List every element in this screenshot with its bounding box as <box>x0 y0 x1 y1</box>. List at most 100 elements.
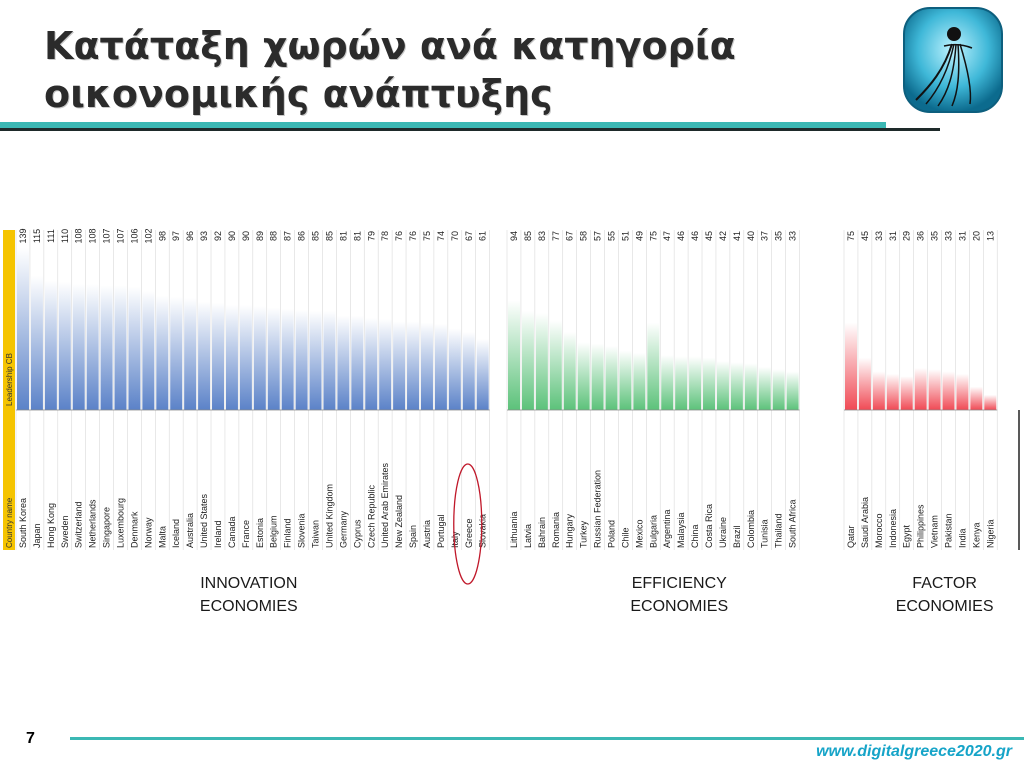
value-label: 37 <box>760 231 770 241</box>
value-label: 36 <box>916 231 926 241</box>
category-label: India <box>957 528 967 548</box>
value-label: 35 <box>774 231 784 241</box>
value-label: 20 <box>971 231 981 241</box>
value-label: 67 <box>565 231 575 241</box>
value-label: 108 <box>88 228 98 243</box>
value-label: 61 <box>478 231 488 241</box>
group-label-efficiency: EFFICIENCY ECONOMIES <box>630 575 729 615</box>
value-label: 75 <box>648 231 658 241</box>
value-label: 81 <box>338 231 348 241</box>
value-label: 85 <box>523 231 533 241</box>
category-label: Ireland <box>213 520 223 548</box>
value-label: 46 <box>690 231 700 241</box>
bar-mexico <box>633 352 646 410</box>
category-label: Cyprus <box>352 519 362 548</box>
value-label: 58 <box>579 231 589 241</box>
value-label: 111 <box>46 229 56 243</box>
value-label: 55 <box>607 231 617 241</box>
value-label: 107 <box>102 228 112 243</box>
row-header-value-label: Leadership CB <box>5 353 14 406</box>
value-label: 47 <box>662 231 672 241</box>
category-label: Colombia <box>746 510 756 548</box>
value-label: 49 <box>634 231 644 241</box>
category-label: Spain <box>408 525 418 548</box>
bar-ireland <box>212 302 225 410</box>
category-label: Ukraine <box>718 517 728 548</box>
bar-turkey <box>577 342 590 410</box>
stylized-figure-logo-icon <box>891 2 1024 128</box>
category-label: Latvia <box>523 524 533 548</box>
category-label: Japan <box>32 523 42 548</box>
category-label: Turkey <box>579 520 589 548</box>
bar-united-states <box>198 301 211 410</box>
value-label: 106 <box>129 228 139 243</box>
bar-portugal <box>434 323 447 410</box>
category-label: Luxembourg <box>116 498 126 548</box>
category-label: Vietnam <box>930 515 940 548</box>
value-label: 108 <box>74 228 84 243</box>
bar-belgium <box>267 307 280 410</box>
value-label: 57 <box>593 231 603 241</box>
value-label: 77 <box>551 231 561 241</box>
bar-brazil <box>730 362 743 410</box>
value-label: 86 <box>297 231 307 241</box>
category-label: Hungary <box>565 513 575 548</box>
category-label: New Zealand <box>394 495 404 548</box>
value-label: 42 <box>718 231 728 241</box>
logo <box>886 0 1024 128</box>
bar-hungary <box>563 331 576 410</box>
bar-lithuania <box>508 300 520 410</box>
category-label: Saudi Arabia <box>860 497 870 548</box>
category-label: Tunisia <box>760 519 770 548</box>
bar-estonia <box>253 306 266 410</box>
value-label: 31 <box>957 231 967 241</box>
bar-australia <box>184 298 197 410</box>
value-label: 115 <box>32 229 42 243</box>
value-label: 29 <box>902 231 912 241</box>
category-label: Belgium <box>269 515 279 548</box>
category-label: Canada <box>227 516 237 548</box>
bar-romania <box>549 320 562 410</box>
bar-ukraine <box>716 361 729 410</box>
category-label: Morocco <box>874 513 884 548</box>
bar-colombia <box>744 363 757 410</box>
value-label: 92 <box>213 231 223 241</box>
bar-south-korea <box>17 248 29 410</box>
value-label: 107 <box>116 228 126 243</box>
category-label: Poland <box>607 520 617 548</box>
value-label: 83 <box>537 231 547 241</box>
category-label: Malaysia <box>676 512 686 548</box>
bar-hong-kong <box>44 280 57 410</box>
row-header-band <box>3 230 15 550</box>
bar-singapore <box>100 285 113 410</box>
bar-greece <box>462 331 475 410</box>
category-label: Czech Republic <box>366 484 376 548</box>
footer-divider <box>70 737 1024 740</box>
bar-new-zealand <box>393 321 406 410</box>
category-label: Russian Federation <box>593 470 603 548</box>
category-label: Malta <box>157 526 167 548</box>
category-label: Lithuania <box>509 511 519 548</box>
category-label: Greece <box>464 518 474 548</box>
bar-denmark <box>128 286 141 410</box>
category-label: Mexico <box>634 519 644 548</box>
category-label: Kenya <box>971 522 981 548</box>
bar-kenya <box>970 386 983 410</box>
category-label: Bulgaria <box>648 515 658 548</box>
value-label: 33 <box>788 231 798 241</box>
category-label: Taiwan <box>311 520 321 548</box>
value-label: 79 <box>366 231 376 241</box>
value-label: 45 <box>704 231 714 241</box>
bar-slovenia <box>295 309 308 410</box>
bar-russian-federation <box>591 343 604 410</box>
bar-spain <box>407 321 420 410</box>
bar-bahrain <box>535 313 548 410</box>
value-label: 102 <box>143 228 153 243</box>
bar-costa-rica <box>703 357 716 410</box>
bar-sweden <box>58 281 71 410</box>
value-label: 33 <box>874 231 884 241</box>
bar-switzerland <box>72 284 85 410</box>
value-label: 67 <box>464 231 474 241</box>
